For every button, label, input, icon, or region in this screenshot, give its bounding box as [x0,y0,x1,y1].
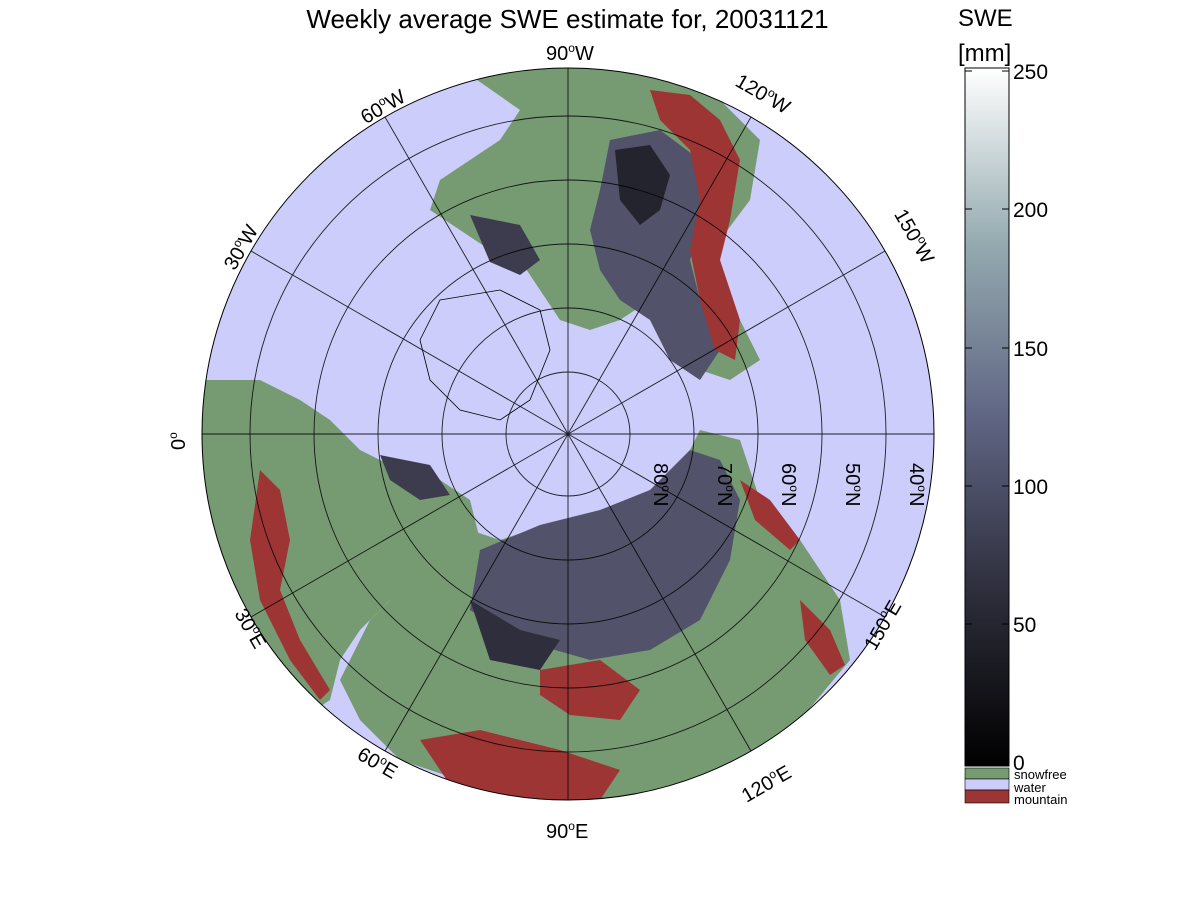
lon-label-90e: 90oE [546,819,588,843]
asia-mountains-b [420,730,620,800]
land-layer [202,68,850,800]
graticule [202,68,934,800]
north-america-deep-snow [615,145,670,225]
asia-mountains-a [540,660,640,720]
far-east-mountains [800,600,845,675]
map-boundary [201,67,935,801]
legend-swatch-snowfree [964,767,1010,780]
colorbar-units: [mm] [958,40,1012,67]
colorbar [964,67,1010,804]
legend-label-water: water [1014,780,1046,795]
colorbar-title: SWE [958,5,1013,32]
siberia-snow [470,450,740,660]
lon-label-150w: 150oW [889,205,939,268]
colorbar-tick-label: 100 [1013,476,1049,499]
europe-mountains [250,470,330,700]
lon-label-120e: 120oE [737,760,795,807]
lon-label-90w: 90oW [546,41,594,65]
lat-label-60n: 60oN [777,463,801,506]
arctic-islands-snow [470,215,540,275]
scandinavia-snow [380,455,450,500]
map-title: Weekly average SWE estimate for, 2003112… [306,4,829,34]
rockies-mountain [650,90,740,360]
siberia-deep-snow [470,600,560,670]
lat-label-70n: 70oN [713,463,737,506]
colorbar-tick-label: 250 [1013,61,1049,84]
colorbar-tick-label: 200 [1013,199,1049,222]
lon-label-0: 0o [166,432,190,450]
legend-label-snowfree: snowfree [1014,767,1067,782]
lat-label-40n: 40oN [905,463,929,506]
legend-swatch-water [964,778,1010,791]
kamchatka-mountains [740,480,800,550]
lat-label-50n: 50oN [841,463,865,506]
latitude-labels: 80oN 70oN 60oN 50oN 40oN [649,463,929,506]
europe-africa-land [202,380,480,720]
colorbar-tick-label: 0 [1013,752,1025,775]
lat-label-80n: 80oN [649,463,673,506]
legend-label-mountain: mountain [1014,792,1068,807]
greenland-outline [419,289,551,421]
legend-swatch-mountain [964,789,1010,804]
colorbar-tick-label: 50 [1013,614,1037,637]
colorbar-ticks [965,70,1009,764]
colorbar-gradient [964,67,1010,767]
colorbar-tick-label: 150 [1013,338,1049,361]
